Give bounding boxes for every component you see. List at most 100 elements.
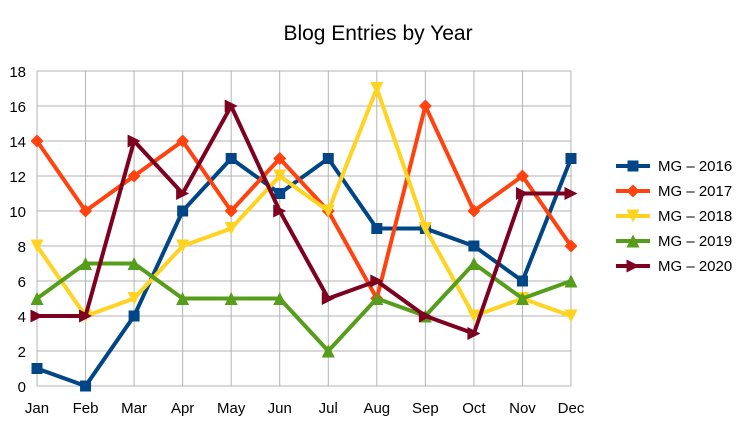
- x-tick-label: May: [217, 400, 246, 417]
- data-point-marker: [564, 239, 578, 253]
- x-tick-label: Feb: [73, 400, 99, 417]
- series-2: [30, 82, 578, 323]
- data-point-marker: [370, 292, 384, 305]
- x-tick-label: Jul: [319, 400, 338, 417]
- x-axis-ticks: Jan Feb Mar Apr May Jun Jul Aug Sep Oct Nov Dec: [25, 400, 585, 417]
- data-point-marker: [371, 223, 383, 234]
- x-tick-label: Apr: [171, 400, 194, 417]
- data-point-marker: [565, 153, 577, 164]
- data-point-marker: [80, 380, 92, 392]
- data-point-marker: [79, 309, 93, 323]
- data-point-marker: [467, 204, 481, 218]
- legend-marker: [626, 209, 640, 223]
- legend-label: MG – 2019: [658, 233, 732, 250]
- legend-label: MG – 2020: [658, 258, 732, 275]
- data-point-marker: [273, 152, 287, 165]
- y-axis-ticks: 0 2 4 6 8 10 12 14 16 18: [9, 64, 26, 396]
- x-tick-label: Aug: [363, 400, 390, 417]
- series-0: [31, 153, 577, 392]
- data-point-marker: [321, 344, 335, 358]
- data-point-marker: [127, 292, 141, 305]
- legend-marker: [626, 184, 640, 198]
- data-point-marker: [468, 240, 480, 252]
- data-point-marker: [273, 169, 287, 183]
- data-point-marker: [515, 292, 529, 305]
- data-point-marker: [564, 274, 578, 288]
- data-point-marker: [467, 309, 481, 323]
- x-tick-label: Jan: [25, 400, 49, 417]
- y-tick-label: 18: [9, 64, 26, 81]
- y-tick-label: 12: [9, 169, 26, 186]
- x-tick-label: Dec: [558, 400, 585, 417]
- legend-marker: [627, 160, 639, 172]
- data-point-marker: [418, 99, 432, 113]
- data-point-marker: [176, 292, 190, 305]
- y-tick-label: 16: [9, 99, 26, 116]
- data-point-marker: [224, 99, 238, 113]
- data-point-marker: [31, 363, 43, 374]
- x-tick-label: Nov: [509, 400, 536, 417]
- data-point-marker: [176, 187, 190, 200]
- data-point-marker: [177, 205, 189, 217]
- data-point-marker: [418, 309, 432, 323]
- data-point-marker: [418, 222, 432, 235]
- data-point-marker: [30, 292, 44, 305]
- data-point-marker: [515, 169, 529, 183]
- data-point-marker: [564, 309, 578, 323]
- legend-marker: [626, 259, 640, 273]
- data-point-marker: [224, 222, 238, 235]
- data-point-marker: [30, 309, 44, 323]
- y-tick-label: 14: [9, 134, 26, 151]
- data-point-marker: [225, 153, 237, 164]
- series-3: [30, 257, 578, 358]
- series-line: [36, 156, 573, 388]
- data-point-marker: [224, 204, 238, 218]
- data-point-marker: [273, 292, 287, 305]
- data-point-marker: [467, 327, 481, 340]
- series-1: [30, 99, 578, 305]
- y-tick-label: 2: [18, 344, 26, 361]
- chart-title: Blog Entries by Year: [283, 22, 473, 45]
- data-point-marker: [516, 275, 528, 287]
- legend-label: MG – 2016: [658, 158, 732, 175]
- data-point-marker: [79, 204, 93, 218]
- data-point-marker: [274, 188, 286, 199]
- legend-label: MG – 2018: [658, 208, 732, 225]
- data-point-marker: [127, 257, 141, 270]
- data-point-marker: [564, 187, 578, 200]
- data-point-marker: [515, 187, 529, 200]
- data-point-marker: [322, 153, 334, 164]
- y-tick-label: 6: [18, 274, 26, 291]
- data-point-marker: [30, 134, 44, 148]
- data-point-marker: [224, 292, 238, 305]
- data-point-marker: [127, 169, 141, 183]
- data-point-marker: [79, 257, 93, 270]
- y-tick-label: 0: [18, 379, 26, 396]
- series-layer: [30, 82, 578, 392]
- grid-lines: [36, 70, 572, 387]
- data-point-marker: [370, 82, 384, 95]
- x-tick-label: Mar: [121, 400, 147, 417]
- data-point-marker: [176, 134, 190, 148]
- legend: MG – 2016 MG – 2017 MG – 2018 MG – 2019 MG –…: [616, 158, 732, 275]
- legend-marker: [626, 234, 640, 248]
- series-4: [30, 99, 578, 340]
- data-point-marker: [321, 292, 335, 305]
- data-point-marker: [127, 134, 141, 148]
- series-line: [35, 261, 572, 353]
- x-tick-label: Oct: [462, 400, 486, 417]
- y-tick-label: 4: [18, 309, 26, 326]
- y-tick-label: 10: [9, 204, 26, 221]
- data-point-marker: [321, 204, 335, 218]
- series-line: [35, 104, 573, 301]
- data-point-marker: [467, 257, 481, 270]
- data-point-marker: [273, 204, 287, 218]
- series-line: [37, 104, 571, 336]
- data-point-marker: [128, 310, 140, 322]
- x-tick-label: Jun: [268, 400, 292, 417]
- y-tick-label: 8: [18, 239, 26, 256]
- legend-label: MG – 2017: [658, 183, 732, 200]
- data-point-marker: [176, 239, 190, 253]
- x-tick-label: Sep: [412, 400, 439, 417]
